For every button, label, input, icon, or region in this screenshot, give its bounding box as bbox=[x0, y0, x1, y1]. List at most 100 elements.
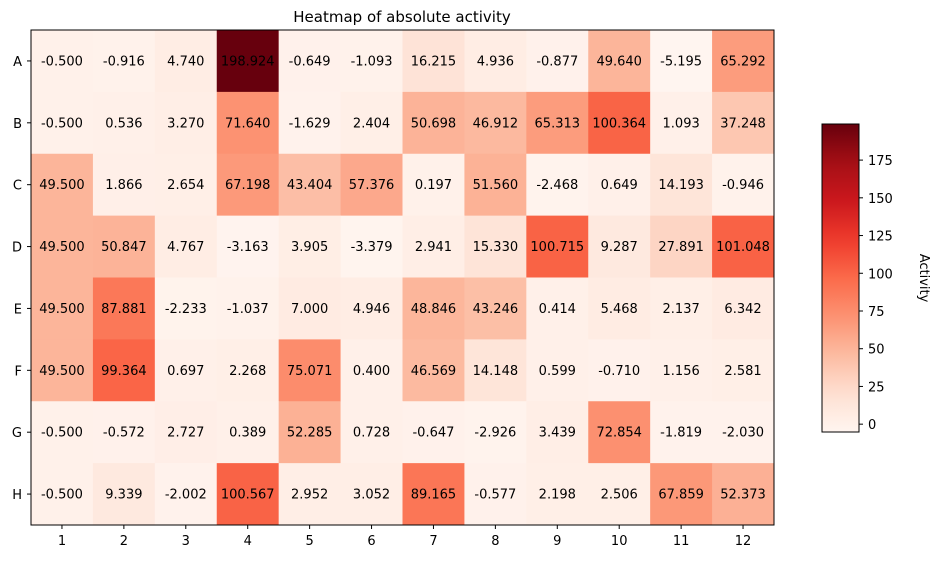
heatmap-cell bbox=[340, 30, 403, 93]
heatmap-cell bbox=[216, 401, 280, 464]
heatmap-cell bbox=[340, 339, 403, 402]
heatmap-cell bbox=[402, 463, 465, 526]
cell-value-label: 37.248 bbox=[720, 116, 766, 131]
x-tick-label: 1 bbox=[58, 534, 66, 549]
heatmap-cell bbox=[650, 463, 713, 526]
cell-value-label: 67.198 bbox=[225, 178, 271, 193]
heatmap-cell bbox=[526, 463, 589, 526]
cell-value-label: 49.500 bbox=[39, 178, 85, 193]
heatmap-cell bbox=[712, 30, 775, 93]
x-tick-label: 3 bbox=[182, 534, 190, 549]
heatmap-cell bbox=[31, 401, 94, 464]
x-tick-label: 2 bbox=[120, 534, 128, 549]
heatmap-cell bbox=[526, 91, 589, 155]
x-tick-label: 10 bbox=[611, 534, 628, 549]
cell-value-label: 46.912 bbox=[473, 116, 519, 131]
cell-value-label: -0.649 bbox=[289, 54, 331, 69]
cell-value-label: 65.313 bbox=[535, 116, 581, 131]
cell-value-label: 2.952 bbox=[291, 488, 328, 503]
cell-value-label: 0.197 bbox=[415, 178, 452, 193]
cell-value-label: 1.866 bbox=[105, 178, 142, 193]
heatmap-cell bbox=[526, 401, 589, 464]
heatmap-cell bbox=[464, 339, 527, 402]
heatmap-cell bbox=[650, 215, 713, 278]
heatmap-cell bbox=[464, 215, 527, 278]
cell-value-label: -0.946 bbox=[722, 178, 764, 193]
heatmap-cell bbox=[526, 339, 589, 402]
cell-value-label: -1.819 bbox=[660, 426, 702, 441]
cell-value-label: 5.468 bbox=[601, 302, 638, 317]
heatmap-cell bbox=[526, 277, 589, 340]
cell-value-label: 52.373 bbox=[720, 488, 766, 503]
cell-value-label: 65.292 bbox=[720, 54, 766, 69]
heatmap-cell bbox=[92, 153, 156, 217]
heatmap-cell bbox=[31, 153, 94, 217]
cell-value-label: 50.847 bbox=[101, 240, 147, 255]
cell-value-label: -2.468 bbox=[536, 178, 578, 193]
heatmap-cell bbox=[31, 30, 94, 93]
heatmap-cell bbox=[340, 91, 403, 155]
heatmap-cell bbox=[712, 277, 775, 340]
cell-value-label: 4.740 bbox=[167, 54, 204, 69]
cell-value-label: 50.698 bbox=[411, 116, 457, 131]
cell-value-label: 4.946 bbox=[353, 302, 390, 317]
heatmap-cell bbox=[526, 153, 589, 217]
colorbar bbox=[821, 123, 860, 433]
heatmap-cell bbox=[278, 30, 341, 93]
heatmap-cell bbox=[216, 463, 280, 526]
cell-value-label: 52.285 bbox=[287, 426, 333, 441]
heatmap-cell bbox=[402, 153, 465, 217]
x-tick-label: 8 bbox=[491, 534, 499, 549]
heatmap-cell bbox=[588, 463, 651, 526]
cell-value-label: -0.500 bbox=[41, 488, 83, 503]
heatmap-cell bbox=[278, 277, 341, 340]
heatmap-cell bbox=[588, 215, 651, 278]
cell-value-label: 0.697 bbox=[167, 364, 204, 379]
heatmap-cell bbox=[340, 401, 403, 464]
x-tick-label: 11 bbox=[673, 534, 690, 549]
cell-value-label: -2.002 bbox=[165, 488, 207, 503]
heatmap-cell bbox=[216, 339, 280, 402]
cell-value-label: 101.048 bbox=[716, 240, 770, 255]
cell-value-label: 2.581 bbox=[724, 364, 761, 379]
cell-value-label: 2.727 bbox=[167, 426, 204, 441]
heatmap-cell bbox=[31, 277, 94, 340]
heatmap-cell bbox=[402, 215, 465, 278]
cell-value-label: 49.640 bbox=[596, 54, 642, 69]
cell-value-label: 2.941 bbox=[415, 240, 452, 255]
heatmap-cell bbox=[402, 401, 465, 464]
heatmap-cell bbox=[92, 339, 156, 402]
cell-value-label: 99.364 bbox=[101, 364, 147, 379]
cell-value-label: 16.215 bbox=[411, 54, 457, 69]
cell-value-label: 72.854 bbox=[596, 426, 642, 441]
heatmap-cell bbox=[216, 153, 280, 217]
heatmap-cell bbox=[154, 153, 218, 217]
heatmap-cell bbox=[464, 91, 527, 155]
heatmap-cell bbox=[650, 277, 713, 340]
heatmap-cell bbox=[216, 30, 280, 93]
heatmap-cell bbox=[464, 30, 527, 93]
cell-value-label: 51.560 bbox=[473, 178, 519, 193]
heatmap-cell bbox=[464, 463, 527, 526]
cell-value-label: 2.198 bbox=[539, 488, 576, 503]
heatmap-cell bbox=[340, 463, 403, 526]
cell-value-label: 2.654 bbox=[167, 178, 204, 193]
cell-value-label: 0.728 bbox=[353, 426, 390, 441]
colorbar-tick-label: 75 bbox=[868, 305, 885, 320]
heatmap-cell bbox=[92, 463, 156, 526]
heatmap-cell bbox=[154, 339, 218, 402]
heatmap-cell bbox=[278, 339, 341, 402]
x-tick-label: 6 bbox=[367, 534, 375, 549]
heatmap-cell bbox=[154, 215, 218, 278]
heatmap-cell bbox=[154, 401, 218, 464]
cell-value-label: 48.846 bbox=[411, 302, 457, 317]
cell-value-label: 43.246 bbox=[473, 302, 519, 317]
heatmap-cell bbox=[588, 339, 651, 402]
heatmap-cell bbox=[92, 401, 156, 464]
cell-value-label: 0.400 bbox=[353, 364, 390, 379]
heatmap-cell bbox=[402, 91, 465, 155]
heatmap-cell bbox=[464, 153, 527, 217]
cell-value-label: 67.859 bbox=[658, 488, 704, 503]
cell-value-label: 100.567 bbox=[221, 488, 275, 503]
